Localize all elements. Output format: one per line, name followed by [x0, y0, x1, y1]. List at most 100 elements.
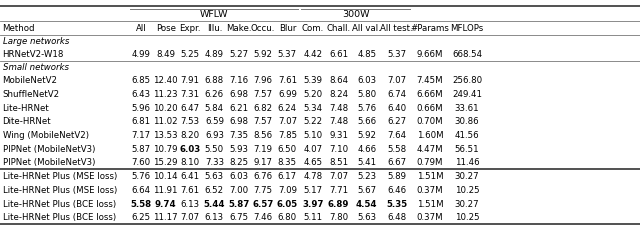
Text: 11.17: 11.17 [154, 212, 178, 221]
Text: 7.31: 7.31 [180, 89, 200, 99]
Text: 9.17: 9.17 [253, 158, 273, 167]
Text: 6.17: 6.17 [278, 171, 297, 180]
Text: Dite-HRNet: Dite-HRNet [3, 117, 51, 126]
Text: 7.46: 7.46 [253, 212, 273, 221]
Text: 0.37M: 0.37M [417, 212, 444, 221]
Text: 5.93: 5.93 [229, 144, 248, 153]
Text: 30.86: 30.86 [455, 117, 479, 126]
Text: 7.61: 7.61 [278, 76, 297, 85]
Text: WFLW: WFLW [200, 10, 228, 19]
Text: 5.39: 5.39 [303, 76, 323, 85]
Text: 6.74: 6.74 [387, 89, 406, 99]
Text: 6.24: 6.24 [278, 103, 297, 112]
Text: 4.54: 4.54 [356, 199, 378, 208]
Text: 6.40: 6.40 [387, 103, 406, 112]
Text: 7.75: 7.75 [253, 185, 273, 194]
Text: 5.63: 5.63 [205, 171, 224, 180]
Text: Blur: Blur [278, 24, 296, 33]
Text: 9.31: 9.31 [329, 131, 348, 139]
Text: 5.37: 5.37 [278, 50, 297, 59]
Text: PIPNet (MobileNetV3): PIPNet (MobileNetV3) [3, 144, 95, 153]
Text: 7.10: 7.10 [329, 144, 348, 153]
Text: 7.07: 7.07 [180, 212, 200, 221]
Text: 11.02: 11.02 [154, 117, 178, 126]
Text: 6.67: 6.67 [387, 158, 406, 167]
Text: 6.98: 6.98 [229, 117, 248, 126]
Text: 6.99: 6.99 [278, 89, 297, 99]
Text: 256.80: 256.80 [452, 76, 483, 85]
Text: 7.35: 7.35 [229, 131, 248, 139]
Text: 4.47M: 4.47M [417, 144, 444, 153]
Text: 5.34: 5.34 [303, 103, 323, 112]
Text: 8.20: 8.20 [180, 131, 200, 139]
Text: 5.17: 5.17 [303, 185, 323, 194]
Text: 6.82: 6.82 [253, 103, 273, 112]
Text: 30.27: 30.27 [455, 199, 479, 208]
Text: 0.70M: 0.70M [417, 117, 444, 126]
Text: Make.: Make. [226, 24, 252, 33]
Text: 0.66M: 0.66M [417, 103, 444, 112]
Text: Chall.: Chall. [326, 24, 351, 33]
Text: 7.61: 7.61 [180, 185, 200, 194]
Text: #Params: #Params [411, 24, 449, 33]
Text: 6.46: 6.46 [387, 185, 406, 194]
Text: 8.51: 8.51 [329, 158, 348, 167]
Text: 5.89: 5.89 [387, 171, 406, 180]
Text: Method: Method [3, 24, 35, 33]
Text: Wing (MobileNetV2): Wing (MobileNetV2) [3, 131, 88, 139]
Text: 6.43: 6.43 [131, 89, 150, 99]
Text: 6.21: 6.21 [229, 103, 248, 112]
Text: 33.61: 33.61 [455, 103, 479, 112]
Text: Small networks: Small networks [3, 63, 68, 72]
Text: 6.85: 6.85 [131, 76, 150, 85]
Text: 5.37: 5.37 [387, 50, 406, 59]
Text: 10.25: 10.25 [455, 185, 479, 194]
Text: 5.76: 5.76 [131, 171, 150, 180]
Text: 41.56: 41.56 [455, 131, 479, 139]
Text: Lite-HRNet Plus (MSE loss): Lite-HRNet Plus (MSE loss) [3, 185, 117, 194]
Text: 5.66: 5.66 [357, 117, 376, 126]
Text: 11.46: 11.46 [455, 158, 479, 167]
Text: 7.64: 7.64 [387, 131, 406, 139]
Text: 6.52: 6.52 [205, 185, 224, 194]
Text: 1.51M: 1.51M [417, 199, 444, 208]
Text: 7.85: 7.85 [278, 131, 297, 139]
Text: 7.80: 7.80 [329, 212, 348, 221]
Text: Com.: Com. [302, 24, 324, 33]
Text: 11.23: 11.23 [154, 89, 178, 99]
Text: 9.74: 9.74 [155, 199, 177, 208]
Text: 5.20: 5.20 [303, 89, 323, 99]
Text: 5.22: 5.22 [303, 117, 323, 126]
Text: HRNetV2-W18: HRNetV2-W18 [3, 50, 64, 59]
Text: 7.57: 7.57 [253, 89, 273, 99]
Text: 6.57: 6.57 [252, 199, 274, 208]
Text: Large networks: Large networks [3, 37, 69, 46]
Text: 6.88: 6.88 [205, 76, 224, 85]
Text: 5.76: 5.76 [357, 103, 376, 112]
Text: 4.07: 4.07 [303, 144, 323, 153]
Text: 6.50: 6.50 [278, 144, 297, 153]
Text: 10.25: 10.25 [455, 212, 479, 221]
Text: 7.16: 7.16 [229, 76, 248, 85]
Text: 6.48: 6.48 [387, 212, 406, 221]
Text: 7.45M: 7.45M [417, 76, 444, 85]
Text: 7.48: 7.48 [329, 117, 348, 126]
Text: MobileNetV2: MobileNetV2 [3, 76, 58, 85]
Text: PIPNet (MobileNetV3): PIPNet (MobileNetV3) [3, 158, 95, 167]
Text: 7.57: 7.57 [253, 117, 273, 126]
Text: 8.10: 8.10 [180, 158, 200, 167]
Text: Expr.: Expr. [179, 24, 201, 33]
Text: 10.79: 10.79 [154, 144, 178, 153]
Text: 249.41: 249.41 [452, 89, 482, 99]
Text: Lite-HRNet: Lite-HRNet [3, 103, 49, 112]
Text: 5.41: 5.41 [357, 158, 376, 167]
Text: 6.25: 6.25 [131, 212, 150, 221]
Text: 8.24: 8.24 [329, 89, 348, 99]
Text: 8.35: 8.35 [278, 158, 297, 167]
Text: 5.58: 5.58 [387, 144, 406, 153]
Text: 6.05: 6.05 [276, 199, 298, 208]
Text: 7.00: 7.00 [229, 185, 248, 194]
Text: 4.42: 4.42 [303, 50, 323, 59]
Text: 668.54: 668.54 [452, 50, 483, 59]
Text: 15.29: 15.29 [154, 158, 178, 167]
